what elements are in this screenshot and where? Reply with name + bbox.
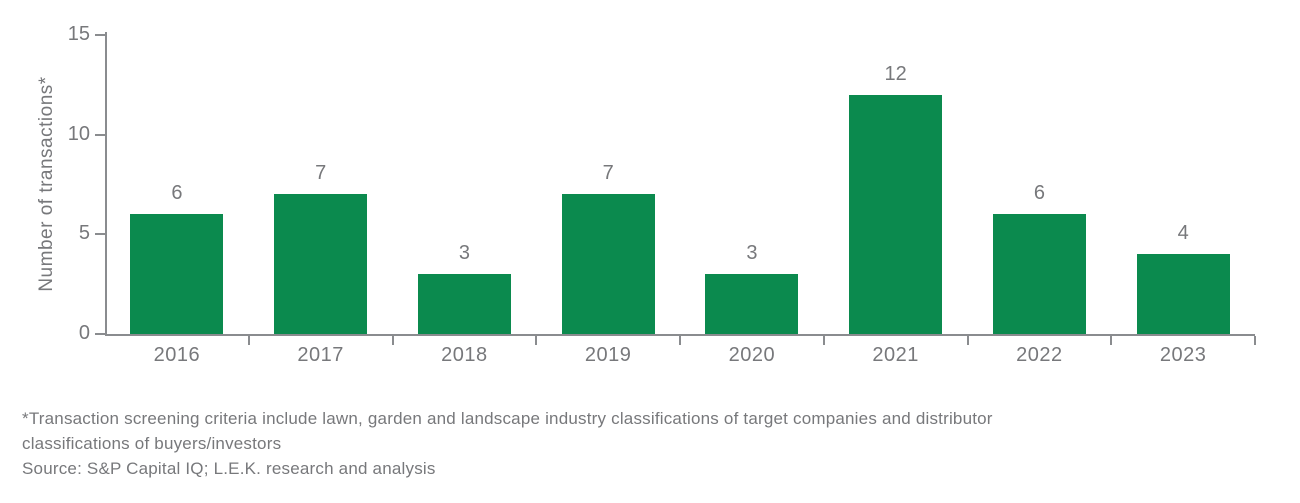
x-tick-label: 2017	[297, 344, 344, 366]
y-axis-line	[105, 32, 107, 336]
bar-2016	[130, 214, 224, 334]
x-tick-label: 2021	[872, 344, 919, 366]
x-axis-tick	[822, 336, 825, 345]
x-tick-label: 2022	[1016, 344, 1063, 366]
x-tick-label: 2018	[441, 344, 488, 366]
bar-value-label: 4	[1177, 222, 1189, 245]
x-axis-line	[105, 334, 1255, 336]
source-line: Source: S&P Capital IQ; L.E.K. research …	[22, 459, 436, 478]
y-tick-label: 0	[78, 322, 90, 344]
x-axis-tick	[966, 336, 969, 345]
bar-value-label: 3	[458, 242, 470, 265]
y-tick-label: 15	[67, 23, 90, 45]
footnotes: *Transaction screening criteria include …	[22, 406, 993, 481]
y-axis-tick	[95, 133, 105, 136]
x-axis-tick	[1110, 336, 1113, 345]
bar-2022	[992, 214, 1086, 334]
bar-value-label: 7	[315, 162, 327, 185]
x-tick-label: 2020	[728, 344, 776, 366]
bar-2018	[417, 274, 511, 334]
footnote-line-1: *Transaction screening criteria include …	[22, 409, 993, 428]
bar-2021	[849, 94, 943, 334]
x-tick-label: 2023	[1159, 344, 1207, 366]
bar-value-label: 12	[884, 62, 907, 85]
bar-2023	[1136, 254, 1230, 334]
x-tick-label: 2019	[584, 344, 632, 366]
bar-value-label: 6	[1033, 182, 1045, 205]
x-axis-tick	[535, 336, 538, 345]
y-axis-tick	[95, 233, 105, 236]
y-axis-title: Number of transactions*	[36, 76, 57, 292]
bar-value-label: 3	[746, 242, 758, 265]
bar-2019	[561, 194, 655, 334]
x-axis-tick	[679, 336, 681, 345]
bar-2017	[274, 194, 368, 334]
x-axis-tick	[391, 336, 394, 345]
y-tick-label: 5	[78, 222, 90, 245]
y-axis-tick	[95, 333, 105, 335]
x-axis-tick	[1254, 336, 1256, 345]
y-axis-tick	[95, 34, 105, 36]
bar-value-label: 7	[602, 162, 614, 185]
bar-value-label: 6	[171, 182, 183, 205]
x-tick-label: 2016	[153, 344, 201, 366]
bar-2020	[705, 274, 799, 334]
x-axis-tick	[247, 336, 250, 345]
footnote-line-2: classifications of buyers/investors	[22, 434, 282, 453]
y-tick-label: 10	[67, 122, 90, 145]
